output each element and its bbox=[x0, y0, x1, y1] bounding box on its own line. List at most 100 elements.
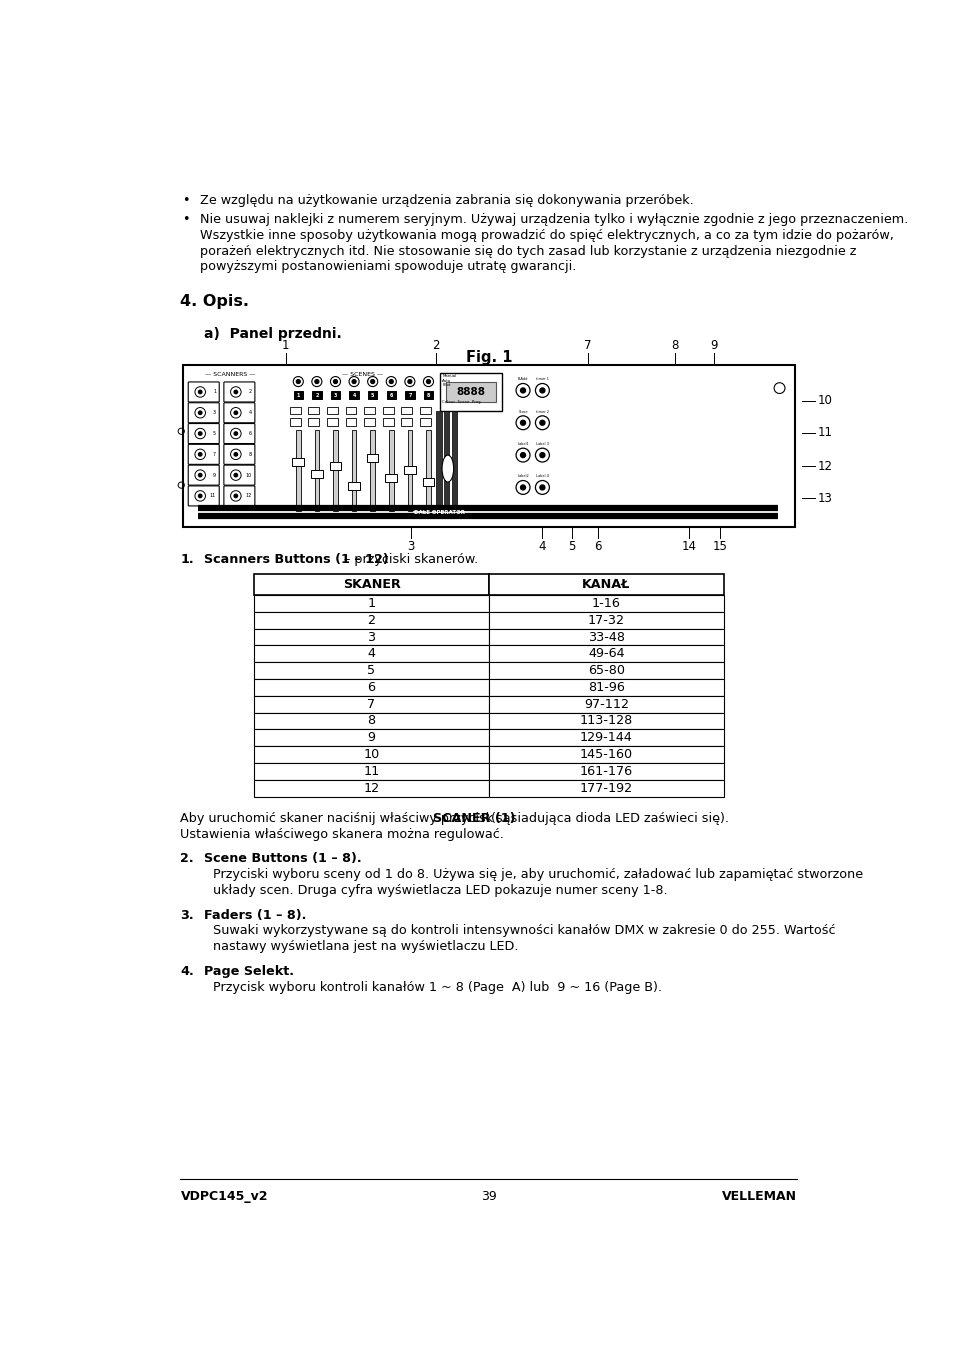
Bar bbox=[436, 411, 441, 511]
Bar bbox=[488, 594, 723, 612]
Text: Przyciski wyboru sceny od 1 do 8. Używa się je, aby uruchomić, załadować lub zap: Przyciski wyboru sceny od 1 do 8. Używa … bbox=[213, 869, 862, 881]
Bar bbox=[253, 628, 488, 646]
Circle shape bbox=[520, 388, 525, 393]
Text: Label1: Label1 bbox=[517, 442, 528, 446]
Bar bbox=[312, 392, 321, 399]
FancyBboxPatch shape bbox=[188, 423, 219, 443]
Bar bbox=[364, 419, 375, 426]
Bar bbox=[488, 574, 723, 594]
Text: 11: 11 bbox=[363, 765, 379, 778]
Text: 1: 1 bbox=[213, 389, 216, 394]
Text: Ustawienia właściwego skanera można regulować.: Ustawienia właściwego skanera można regu… bbox=[180, 828, 504, 840]
Text: Scanners Buttons (1 – 12): Scanners Buttons (1 – 12) bbox=[204, 553, 388, 566]
Text: 3.: 3. bbox=[180, 909, 193, 921]
Bar bbox=[308, 419, 319, 426]
Text: 12: 12 bbox=[245, 493, 252, 499]
Bar bbox=[295, 430, 300, 511]
Text: 15: 15 bbox=[712, 540, 727, 553]
Text: Wszystkie inne sposoby użytkowania mogą prowadzić do spięć elektrycznych, a co z: Wszystkie inne sposoby użytkowania mogą … bbox=[199, 228, 893, 242]
Text: 49-64: 49-64 bbox=[587, 647, 624, 661]
Text: Fig. 1: Fig. 1 bbox=[465, 350, 512, 365]
Text: FUNC INH: FUNC INH bbox=[734, 505, 751, 509]
Bar bbox=[183, 365, 794, 527]
Circle shape bbox=[233, 411, 237, 415]
Text: Label 3: Label 3 bbox=[536, 442, 548, 446]
Bar bbox=[253, 662, 488, 680]
Text: 4: 4 bbox=[352, 393, 355, 397]
Bar bbox=[407, 430, 412, 511]
Bar bbox=[419, 407, 431, 415]
Text: 97-112: 97-112 bbox=[583, 697, 628, 711]
Text: DALE OPERATOR: DALE OPERATOR bbox=[414, 509, 464, 515]
Text: 6: 6 bbox=[594, 540, 601, 553]
Bar bbox=[488, 646, 723, 662]
Bar bbox=[488, 696, 723, 712]
Bar bbox=[382, 419, 394, 426]
Text: 3: 3 bbox=[213, 411, 216, 415]
Bar bbox=[488, 628, 723, 646]
Bar bbox=[488, 763, 723, 780]
Text: 8: 8 bbox=[426, 393, 430, 397]
Circle shape bbox=[539, 420, 544, 426]
Bar bbox=[401, 407, 412, 415]
Bar bbox=[253, 696, 488, 712]
Ellipse shape bbox=[441, 455, 454, 482]
Circle shape bbox=[233, 432, 237, 435]
Text: 4. Opis.: 4. Opis. bbox=[180, 295, 250, 309]
Bar bbox=[446, 382, 496, 401]
Bar bbox=[349, 392, 358, 399]
Text: 4: 4 bbox=[249, 411, 252, 415]
Text: Page Selekt.: Page Selekt. bbox=[204, 965, 294, 978]
Text: Aby uruchomić skaner naciśnij właściwy przycisk: Aby uruchomić skaner naciśnij właściwy p… bbox=[180, 812, 501, 825]
Text: Colour  Scene  Prog: Colour Scene Prog bbox=[442, 400, 480, 404]
Text: SPEED: SPEED bbox=[713, 505, 725, 509]
Text: timer 1: timer 1 bbox=[536, 377, 548, 381]
Text: 5: 5 bbox=[213, 431, 216, 436]
Circle shape bbox=[520, 485, 525, 490]
Text: układy scen. Druga cyfra wyświetlacza LED pokazuje numer sceny 1-8.: układy scen. Druga cyfra wyświetlacza LE… bbox=[213, 884, 667, 897]
Text: 1.: 1. bbox=[180, 553, 193, 566]
Text: timer 2: timer 2 bbox=[536, 409, 548, 413]
Bar bbox=[314, 430, 319, 511]
Bar bbox=[426, 430, 431, 511]
Circle shape bbox=[198, 411, 202, 415]
Bar bbox=[488, 780, 723, 797]
Text: 145-160: 145-160 bbox=[579, 748, 632, 761]
Circle shape bbox=[198, 390, 202, 393]
Text: 10: 10 bbox=[363, 748, 379, 761]
Circle shape bbox=[233, 390, 237, 393]
Bar bbox=[385, 474, 396, 482]
Text: 129-144: 129-144 bbox=[579, 731, 632, 744]
FancyBboxPatch shape bbox=[188, 465, 219, 485]
Bar bbox=[294, 392, 303, 399]
Bar bbox=[488, 612, 723, 628]
Text: 39: 39 bbox=[480, 1190, 497, 1204]
Circle shape bbox=[408, 380, 412, 384]
Text: 12: 12 bbox=[817, 459, 832, 473]
Bar bbox=[253, 594, 488, 612]
Text: 161-176: 161-176 bbox=[579, 765, 632, 778]
Bar bbox=[488, 662, 723, 680]
FancyBboxPatch shape bbox=[224, 423, 254, 443]
Text: 9: 9 bbox=[213, 473, 216, 478]
Bar bbox=[253, 646, 488, 662]
Text: 33-48: 33-48 bbox=[587, 631, 624, 643]
Text: – przyciski skanerów.: – przyciski skanerów. bbox=[339, 553, 477, 566]
Text: — SCANNERS —: — SCANNERS — bbox=[205, 372, 255, 377]
Bar bbox=[382, 407, 394, 415]
Text: 17-32: 17-32 bbox=[587, 613, 624, 627]
Circle shape bbox=[198, 494, 202, 497]
Bar bbox=[253, 763, 488, 780]
Text: 2.: 2. bbox=[180, 852, 193, 866]
Bar bbox=[423, 392, 433, 399]
Text: 5: 5 bbox=[568, 540, 575, 553]
FancyBboxPatch shape bbox=[188, 382, 219, 403]
Text: 8888: 8888 bbox=[456, 386, 485, 397]
Text: 5: 5 bbox=[371, 393, 374, 397]
Text: Przycisk wyboru kontroli kanałów 1 ~ 8 (Page  A) lub  9 ~ 16 (Page B).: Przycisk wyboru kontroli kanałów 1 ~ 8 (… bbox=[213, 981, 661, 993]
Text: — SCENES —: — SCENES — bbox=[342, 372, 383, 377]
Bar bbox=[419, 419, 431, 426]
Text: porażeń elektrycznych itd. Nie stosowanie się do tych zasad lub korzystanie z ur: porażeń elektrycznych itd. Nie stosowani… bbox=[199, 245, 856, 258]
Text: 1: 1 bbox=[296, 393, 299, 397]
Text: 10: 10 bbox=[817, 394, 832, 407]
